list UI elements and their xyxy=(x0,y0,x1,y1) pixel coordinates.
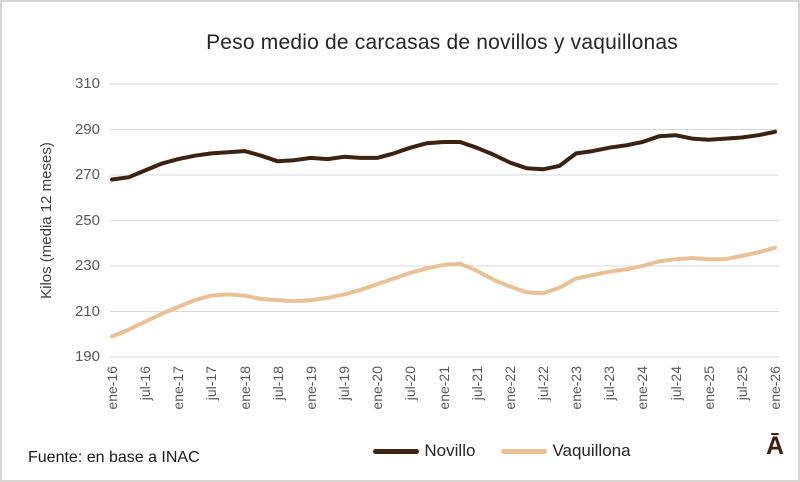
vaquillona-line-swatch xyxy=(501,448,548,454)
y-axis-tick-label: 310 xyxy=(74,75,100,92)
x-axis-tick-label: ene-21 xyxy=(435,366,452,410)
x-axis-tick-label: ene-19 xyxy=(302,366,319,410)
novillo-line-swatch xyxy=(373,448,420,454)
x-axis-tick-label: jul-16 xyxy=(137,366,154,401)
x-axis-tick-label: ene-22 xyxy=(501,366,518,410)
x-axis-tick-label: jul-17 xyxy=(203,366,220,401)
novillo-line xyxy=(110,129,777,182)
legend: Novillo Vaquillona xyxy=(342,439,662,463)
x-axis-tick-label: jul-22 xyxy=(535,366,551,401)
x-axis-tick-label: ene-23 xyxy=(568,366,585,410)
y-axis-tick-label: 210 xyxy=(74,302,100,320)
x-axis-tick-label: ene-26 xyxy=(767,366,783,410)
legend-item-novillo: Novillo xyxy=(373,441,475,461)
legend-label-novillo: Novillo xyxy=(424,441,476,460)
x-axis-tick-label: jul-25 xyxy=(733,366,750,401)
y-axis-tick-label: 290 xyxy=(74,120,100,138)
chart-title: Peso medio de carcasas de novillos y vaq… xyxy=(206,31,678,54)
y-axis-tick-label: 270 xyxy=(74,166,100,183)
x-axis-tick-label: ene-18 xyxy=(236,366,253,410)
stray-a-macron-glyph: Ā xyxy=(765,432,785,460)
x-axis-tick-label: jul-19 xyxy=(336,366,352,401)
x-axis-tick-label: jul-21 xyxy=(468,366,485,401)
y-axis-tick-label: 250 xyxy=(74,211,100,229)
y-axis-tick-label: 190 xyxy=(74,348,100,365)
legend-item-vaquillona: Vaquillona xyxy=(501,441,631,461)
x-axis-tick-label: ene-20 xyxy=(369,366,386,410)
x-axis-tick-label: jul-20 xyxy=(402,366,419,401)
x-axis-tick-label: jul-18 xyxy=(269,366,286,401)
x-axis-tick-label: ene-24 xyxy=(634,366,651,410)
x-axis-tick-label: jul-23 xyxy=(601,366,618,401)
source-note: Fuente: en base a INAC xyxy=(28,449,200,466)
x-axis-tick-label: ene-16 xyxy=(104,366,120,410)
x-axis-tick-label: ene-25 xyxy=(700,366,717,410)
y-axis-tick-label: 230 xyxy=(74,257,100,274)
legend-label-vaquillona: Vaquillona xyxy=(552,441,631,460)
vaquillona-line xyxy=(110,245,777,339)
x-axis-tick-label: ene-17 xyxy=(170,366,187,410)
x-axis-tick-label: jul-24 xyxy=(667,366,684,401)
